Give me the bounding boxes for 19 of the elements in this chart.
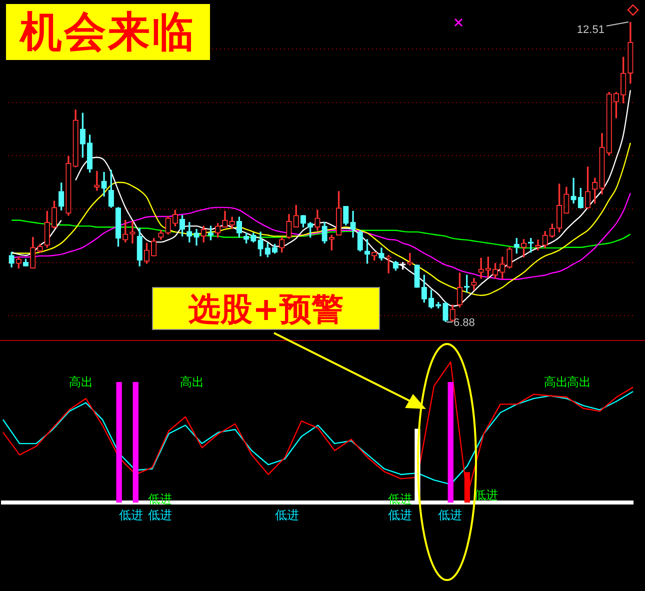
candlestick xyxy=(130,220,136,244)
text: 低进 xyxy=(388,508,412,522)
annotation: 选股+预警 xyxy=(152,287,380,330)
candlestick xyxy=(386,255,392,274)
annotation: 高出 xyxy=(567,375,591,390)
chart-title: 机会来临 xyxy=(6,4,210,60)
annotation: 12.51 xyxy=(576,24,604,36)
candlestick xyxy=(478,258,484,279)
text: 低进 xyxy=(148,508,172,522)
annotation: 高出 xyxy=(544,375,568,390)
text: 低进 xyxy=(119,508,143,522)
text: 低进 xyxy=(275,508,299,522)
annotation: 高出 xyxy=(180,375,204,390)
text: 低进 xyxy=(438,508,462,522)
annotation: 6.88 xyxy=(453,317,475,330)
annotation: 高出 xyxy=(69,375,93,390)
annotation: 低进 xyxy=(474,488,498,502)
candlestick xyxy=(570,178,576,204)
candlestick xyxy=(94,170,100,191)
